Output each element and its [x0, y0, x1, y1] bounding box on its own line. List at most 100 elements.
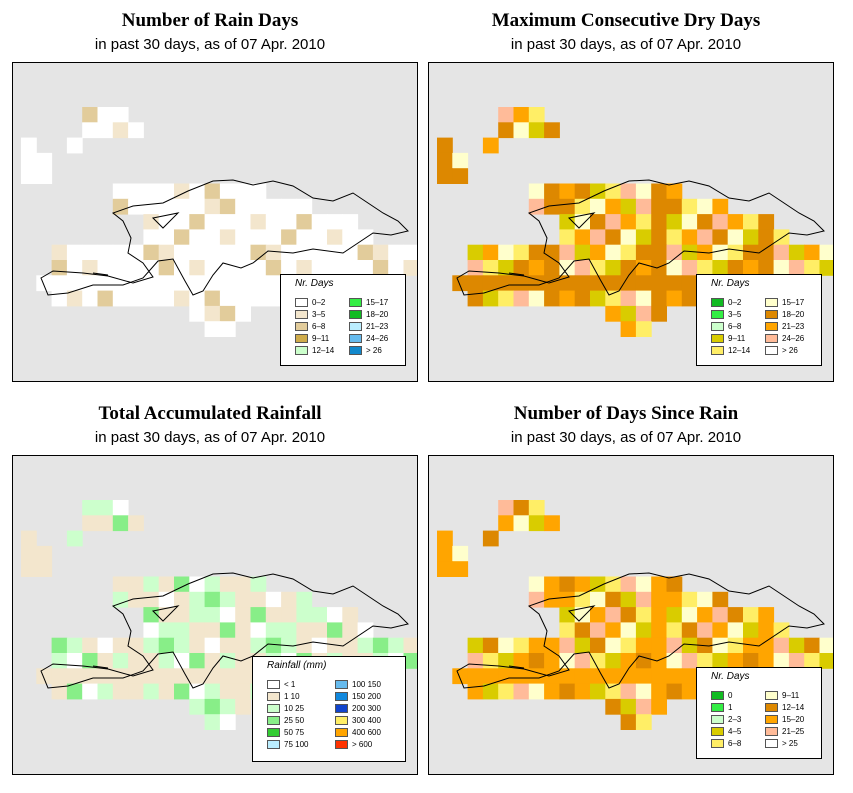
grid-cell [36, 152, 53, 169]
grid-cell [219, 683, 236, 700]
grid-cell [620, 275, 637, 292]
legend-item: 100 150 [335, 679, 381, 689]
grid-cell [219, 244, 236, 261]
grid-cell [651, 198, 667, 215]
grid-cell [528, 576, 545, 593]
grid-cell [590, 260, 606, 276]
grid-cell [605, 698, 622, 715]
legend-label: > 25 [782, 738, 798, 748]
grid-cell [605, 260, 622, 276]
grid-cell [235, 637, 251, 654]
legend-item: 1 [711, 702, 732, 712]
grid-cell [342, 229, 359, 246]
legend-swatch [335, 715, 348, 725]
grid-cell [112, 500, 129, 516]
grid-cell [590, 198, 606, 215]
grid-cell [128, 290, 144, 307]
coastline [456, 179, 825, 296]
grid-cell [697, 198, 713, 215]
grid-cell [590, 622, 606, 639]
grid-cell [342, 260, 359, 276]
grid-cell [97, 515, 114, 532]
grid-cell [620, 698, 637, 715]
legend-swatch [349, 333, 362, 343]
legend-label: 15–17 [782, 297, 805, 307]
grid-cell [265, 637, 282, 654]
grid-cell [82, 275, 98, 292]
grid-cell [574, 622, 591, 639]
grid-cell [574, 290, 591, 307]
legend-label: 1 10 [284, 691, 300, 701]
grid-cell [158, 290, 175, 307]
grid-cell [467, 653, 484, 669]
grid-cell [235, 244, 251, 261]
grid-cell [235, 198, 251, 215]
grid-cell [296, 622, 313, 639]
grid-cell [265, 214, 282, 230]
grid-cell [574, 183, 591, 200]
grid-cell [235, 683, 251, 700]
grid-cell [590, 591, 606, 608]
grid-cell [235, 576, 251, 593]
grid-cell [574, 668, 591, 685]
legend-swatch [295, 297, 308, 307]
grid-cell [528, 290, 545, 307]
grid-cell [773, 637, 790, 654]
grid-cell [143, 683, 160, 700]
grid-cell [128, 244, 144, 261]
grid-cell [82, 500, 98, 516]
legend-swatch [349, 345, 362, 355]
grid-cell [513, 244, 530, 261]
grid-cell [158, 607, 175, 623]
grid-cell [357, 229, 374, 246]
panel-subtitle: in past 30 days, as of 07 Apr. 2010 [510, 36, 742, 53]
grid-cell [590, 668, 606, 685]
grid-cell [681, 229, 698, 246]
legend-item: 12–14 [711, 345, 750, 355]
grid-cell [620, 668, 637, 685]
grid-cell [112, 591, 129, 608]
grid-cell [590, 683, 606, 700]
grid-cell [620, 183, 637, 200]
grid-cell [189, 637, 206, 654]
grid-cell [712, 244, 729, 261]
grid-cell [635, 260, 652, 276]
legend-item: 9–11 [295, 333, 329, 343]
legend-item: 15–17 [349, 297, 388, 307]
grid-cell [452, 152, 469, 169]
grid-cell [235, 260, 251, 276]
legend-item: 6–8 [711, 321, 741, 331]
grid-cell [697, 591, 713, 608]
legend-swatch [765, 345, 778, 355]
grid-cell [513, 122, 530, 139]
grid-cell [281, 214, 297, 230]
grid-cell [544, 576, 560, 593]
legend-label: 12–14 [728, 345, 751, 355]
grid-cell [357, 637, 374, 654]
grid-cell [544, 260, 560, 276]
grid-cell [112, 107, 129, 123]
grid-cell [498, 515, 514, 532]
grid-cell [36, 668, 53, 685]
grid-cell [189, 591, 206, 608]
grid-cell [651, 214, 667, 230]
grid-cell [788, 260, 805, 276]
grid-cell [498, 122, 514, 139]
legend-label: 0–2 [312, 297, 326, 307]
legend-swatch [711, 726, 724, 736]
grid-cell [250, 198, 267, 215]
grid-cell [357, 622, 374, 639]
legend-item: 3–5 [295, 309, 325, 319]
legend-swatch [267, 679, 280, 689]
grid-cell [666, 591, 683, 608]
grid-cell [635, 214, 652, 230]
legend-item: 21–23 [765, 321, 804, 331]
grid-cell [620, 321, 637, 337]
grid-cell [403, 260, 417, 276]
grid-cell [128, 260, 144, 276]
map-raster [437, 107, 833, 337]
grid-cell [66, 683, 83, 700]
grid-cell [743, 244, 759, 261]
grid-cell [327, 260, 343, 276]
grid-cell [513, 290, 530, 307]
